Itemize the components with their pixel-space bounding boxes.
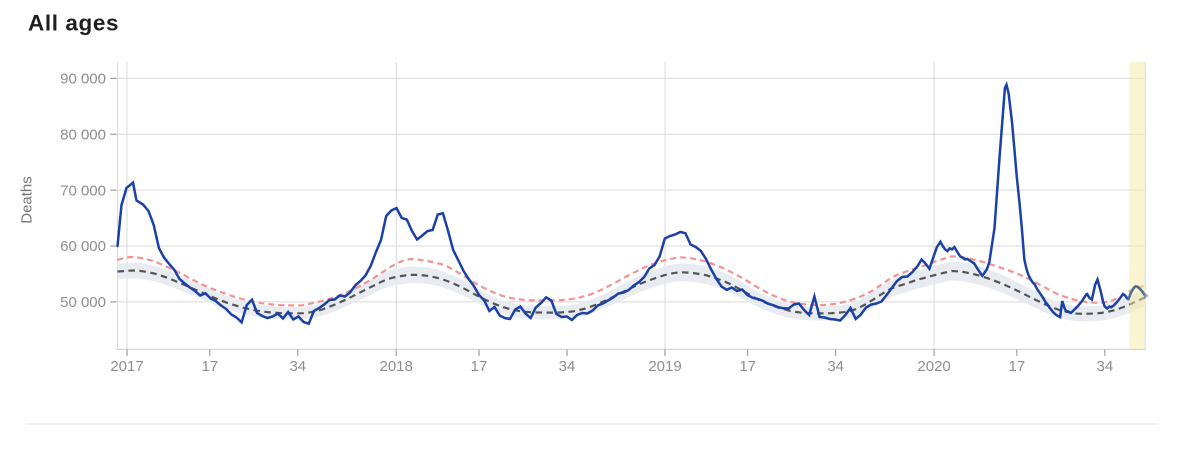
svg-text:17: 17: [471, 358, 488, 375]
svg-text:50 000: 50 000: [60, 294, 106, 311]
svg-text:90 000: 90 000: [60, 71, 106, 88]
svg-text:34: 34: [559, 358, 576, 375]
svg-text:34: 34: [289, 358, 306, 375]
svg-text:34: 34: [1097, 358, 1114, 375]
svg-text:2020: 2020: [917, 358, 950, 375]
svg-text:2017: 2017: [110, 358, 143, 375]
svg-text:17: 17: [1009, 358, 1026, 375]
svg-text:Deaths: Deaths: [19, 176, 36, 224]
svg-text:17: 17: [739, 358, 756, 375]
svg-text:80 000: 80 000: [60, 126, 106, 143]
svg-text:17: 17: [201, 358, 218, 375]
svg-text:2018: 2018: [380, 358, 413, 375]
svg-text:70 000: 70 000: [60, 182, 106, 199]
svg-text:34: 34: [827, 358, 844, 375]
svg-text:2019: 2019: [648, 358, 681, 375]
svg-text:60 000: 60 000: [60, 238, 106, 255]
svg-text:All ages: All ages: [28, 11, 119, 36]
